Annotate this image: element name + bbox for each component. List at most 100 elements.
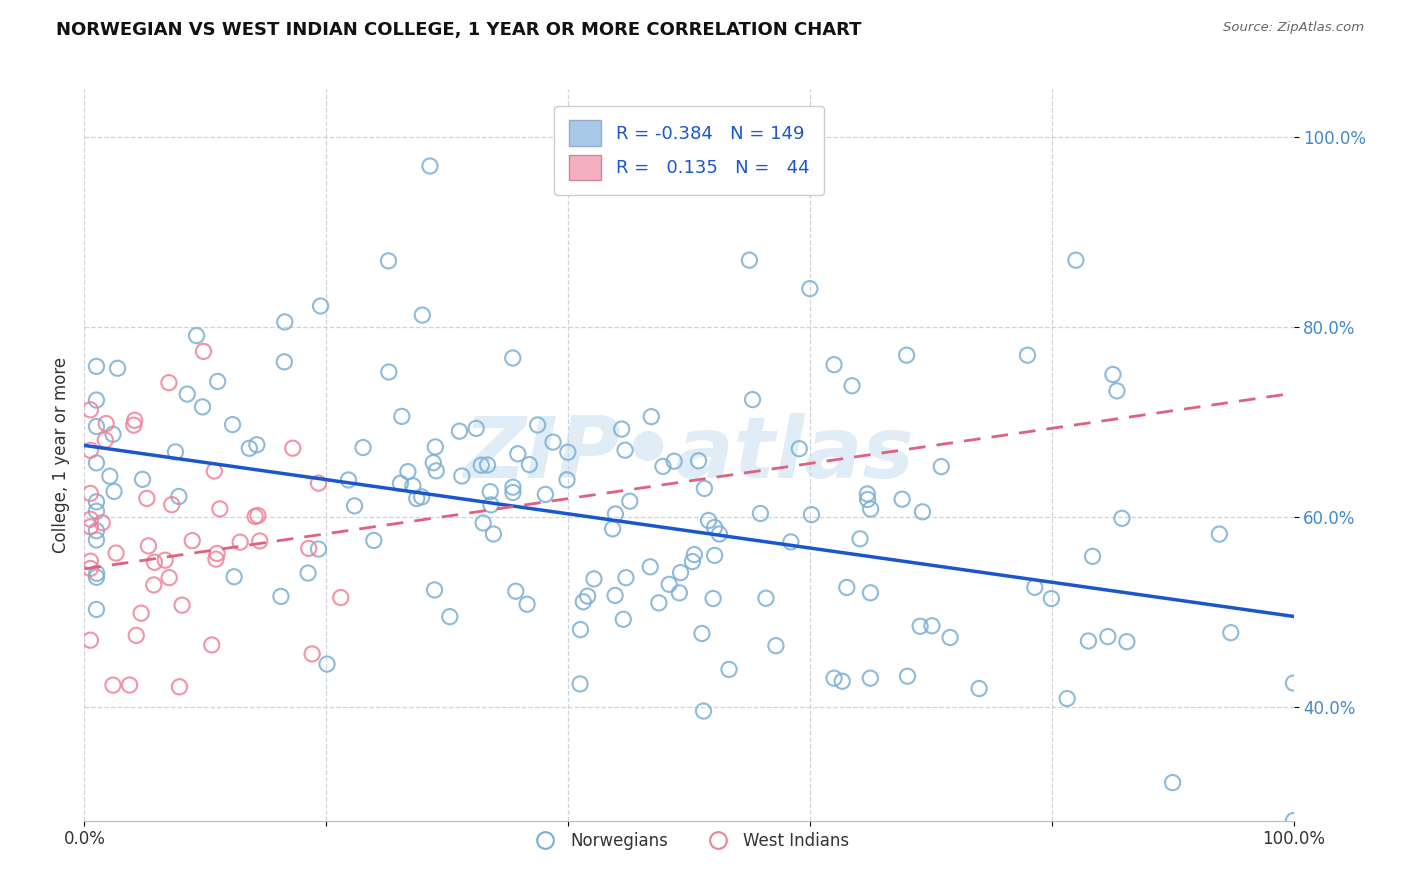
Point <box>1102 368 1125 382</box>
Point <box>823 358 845 372</box>
Point <box>207 375 229 389</box>
Point <box>939 631 962 645</box>
Point <box>86 392 108 407</box>
Point <box>86 602 108 616</box>
Point <box>86 359 108 374</box>
Point <box>557 445 579 459</box>
Point <box>86 495 108 509</box>
Point <box>186 328 208 343</box>
Point <box>391 409 413 424</box>
Point <box>1024 580 1046 594</box>
Point <box>143 555 166 569</box>
Point <box>193 344 215 359</box>
Point <box>690 626 713 640</box>
Point <box>602 522 624 536</box>
Point <box>502 485 524 500</box>
Point <box>477 458 499 472</box>
Point <box>517 458 540 472</box>
Point <box>1282 814 1305 828</box>
Point <box>534 487 557 501</box>
Point <box>165 445 187 459</box>
Point <box>411 490 433 504</box>
Point <box>856 492 879 507</box>
Point <box>208 502 231 516</box>
Point <box>246 438 269 452</box>
Point <box>246 508 269 523</box>
Point <box>79 633 101 648</box>
Point <box>967 681 990 696</box>
Point <box>142 578 165 592</box>
Point <box>569 677 592 691</box>
Point <box>1040 591 1063 606</box>
Point <box>86 570 108 584</box>
Point <box>103 484 125 499</box>
Point <box>79 402 101 417</box>
Point <box>94 417 117 431</box>
Point <box>780 535 803 549</box>
Point <box>669 566 692 580</box>
Point <box>411 308 433 322</box>
Point <box>205 546 228 560</box>
Point <box>273 355 295 369</box>
Point <box>856 487 879 501</box>
Point <box>612 612 634 626</box>
Point <box>86 524 108 538</box>
Point <box>389 476 412 491</box>
Point <box>717 662 740 676</box>
Point <box>157 376 180 390</box>
Point <box>450 469 472 483</box>
Point <box>1081 549 1104 564</box>
Point <box>482 527 505 541</box>
Point <box>741 392 763 407</box>
Point <box>229 535 252 549</box>
Point <box>1077 634 1099 648</box>
Point <box>891 492 914 507</box>
Point <box>243 509 266 524</box>
Point <box>298 541 321 556</box>
Point <box>502 351 524 365</box>
Point <box>831 674 853 689</box>
Point <box>449 424 471 438</box>
Point <box>101 678 124 692</box>
Point <box>79 554 101 568</box>
Point <box>605 507 627 521</box>
Point <box>396 465 419 479</box>
Point <box>201 638 224 652</box>
Point <box>297 566 319 580</box>
Point <box>911 505 934 519</box>
Point <box>638 559 661 574</box>
Point <box>1064 253 1087 268</box>
Point <box>1111 511 1133 525</box>
Point <box>908 619 931 633</box>
Point <box>651 459 673 474</box>
Text: ZIP•atlas: ZIP•atlas <box>464 413 914 497</box>
Point <box>859 671 882 685</box>
Point <box>619 494 641 508</box>
Point <box>859 586 882 600</box>
Point <box>849 532 872 546</box>
Point <box>316 657 339 671</box>
Point <box>205 552 228 566</box>
Point <box>682 555 704 569</box>
Point <box>693 482 716 496</box>
Point <box>658 577 681 591</box>
Point <box>582 572 605 586</box>
Point <box>603 589 626 603</box>
Point <box>122 418 145 433</box>
Point <box>363 533 385 548</box>
Point <box>662 454 685 468</box>
Point <box>79 561 101 575</box>
Point <box>352 441 374 455</box>
Point <box>526 417 548 432</box>
Point <box>425 464 447 478</box>
Point <box>79 486 101 500</box>
Point <box>91 516 114 530</box>
Point <box>329 591 352 605</box>
Point <box>1115 634 1137 648</box>
Point <box>439 609 461 624</box>
Point <box>569 623 592 637</box>
Point <box>1105 384 1128 398</box>
Point <box>683 548 706 562</box>
Point <box>125 628 148 642</box>
Point <box>79 520 101 534</box>
